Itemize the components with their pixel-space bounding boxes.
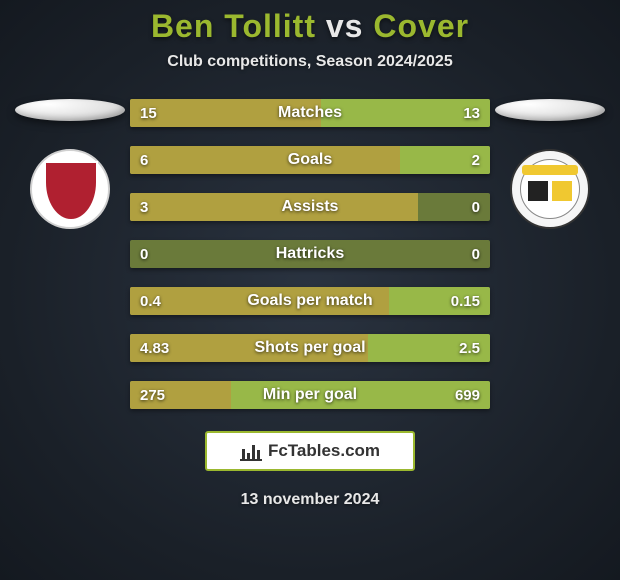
right-side xyxy=(490,99,610,229)
stat-label: Matches xyxy=(130,104,490,122)
stat-row: 3 0Assists xyxy=(130,193,490,221)
stat-row: 15 13Matches xyxy=(130,99,490,127)
stat-value-right: 13 xyxy=(463,105,480,122)
player1-name: Ben Tollitt xyxy=(151,8,316,44)
crest-circle xyxy=(30,149,110,229)
left-side xyxy=(10,99,130,229)
stat-value-left: 0 xyxy=(140,246,148,263)
stat-row: 0.4 0.15Goals per match xyxy=(130,287,490,315)
right-team-crest xyxy=(510,149,590,229)
player2-name: Cover xyxy=(373,8,469,44)
page-title: Ben Tollitt vs Cover xyxy=(151,8,469,45)
crest-box-icon xyxy=(552,181,572,201)
stat-value-left: 0.4 xyxy=(140,293,161,310)
stat-label: Goals per match xyxy=(130,292,490,310)
left-team-crest xyxy=(30,149,110,229)
stat-value-left: 3 xyxy=(140,199,148,216)
stat-row: 275 699Min per goal xyxy=(130,381,490,409)
stat-value-right: 2.5 xyxy=(459,340,480,357)
main-row: 1513Matches62Goals30Assists00Hattricks0.… xyxy=(0,99,620,409)
stat-value-right: 0 xyxy=(472,246,480,263)
stat-row: 4.83 2.5Shots per goal xyxy=(130,334,490,362)
stat-value-left: 4.83 xyxy=(140,340,169,357)
stats-bars: 1513Matches62Goals30Assists00Hattricks0.… xyxy=(130,99,490,409)
crest-circle xyxy=(510,149,590,229)
stat-value-right: 2 xyxy=(472,152,480,169)
crest-box-icon xyxy=(528,181,548,201)
stat-row: 6 2Goals xyxy=(130,146,490,174)
stat-label: Goals xyxy=(130,151,490,169)
subtitle: Club competitions, Season 2024/2025 xyxy=(167,53,452,71)
stat-value-right: 0 xyxy=(472,199,480,216)
stat-label: Shots per goal xyxy=(130,339,490,357)
footer-date: 13 november 2024 xyxy=(241,491,380,509)
stat-label: Min per goal xyxy=(130,386,490,404)
shield-icon xyxy=(44,161,98,221)
stat-value-left: 15 xyxy=(140,105,157,122)
crest-band xyxy=(522,165,578,175)
stat-label: Hattricks xyxy=(130,245,490,263)
right-oval-decoration xyxy=(495,99,605,121)
stat-value-left: 275 xyxy=(140,387,165,404)
comparison-card: Ben Tollitt vs Cover Club competitions, … xyxy=(0,0,620,580)
left-oval-decoration xyxy=(15,99,125,121)
stat-value-right: 0.15 xyxy=(451,293,480,310)
stat-label: Assists xyxy=(130,198,490,216)
stat-row: 0 0Hattricks xyxy=(130,240,490,268)
bar-chart-icon xyxy=(240,441,262,461)
footer-logo-text: FcTables.com xyxy=(268,441,380,461)
stat-value-left: 6 xyxy=(140,152,148,169)
stat-value-right: 699 xyxy=(455,387,480,404)
vs-text: vs xyxy=(326,8,364,44)
footer-logo[interactable]: FcTables.com xyxy=(205,431,415,471)
